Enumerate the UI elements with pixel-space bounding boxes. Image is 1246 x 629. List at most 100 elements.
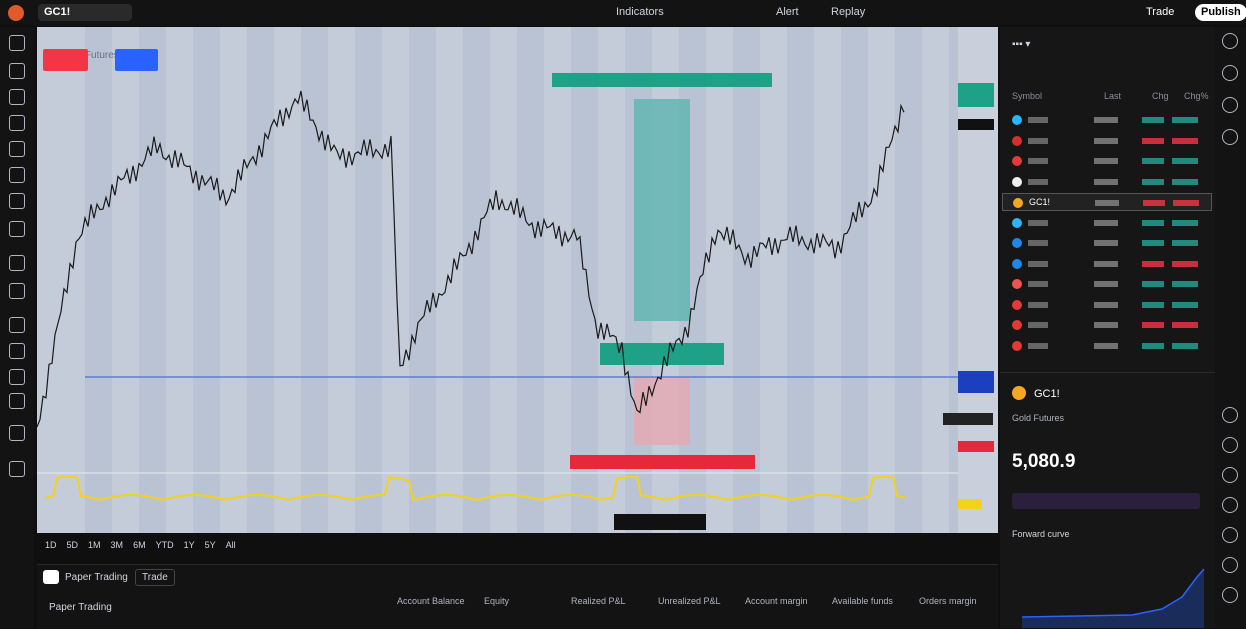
bottom-panel: Paper Trading Trade Paper Trading [37, 564, 998, 629]
alert-button[interactable]: Alert [776, 6, 799, 18]
side-icon[interactable] [1222, 587, 1238, 603]
trade-button[interactable]: Trade [1146, 6, 1175, 18]
tool-icon[interactable] [9, 461, 25, 477]
watchlist-row[interactable] [1002, 111, 1212, 129]
indicators-button[interactable]: Indicators [616, 6, 664, 18]
tool-icon[interactable] [9, 221, 25, 237]
tool-icon[interactable] [9, 343, 25, 359]
row-value [1094, 137, 1118, 144]
symbol-icon [1012, 135, 1022, 146]
session-stripe [733, 27, 760, 533]
watchlist-header: Symbol Last Chg Chg% [1012, 91, 1209, 103]
side-icon[interactable] [1222, 33, 1238, 49]
tool-icon[interactable] [9, 283, 25, 299]
tool-icon[interactable] [9, 115, 25, 131]
row-symbol [1028, 158, 1048, 164]
watchlist-row[interactable] [1002, 275, 1212, 293]
top-bar: GC1! Indicators Alert Replay Trade Publi… [0, 0, 1246, 25]
range-button[interactable]: 1D [45, 540, 57, 550]
side-icon[interactable] [1222, 407, 1238, 423]
watchlist-title[interactable]: ▪▪▪ ▾ [1012, 39, 1031, 50]
range-button[interactable]: All [225, 540, 236, 550]
row-value [1094, 342, 1118, 349]
watchlist-row[interactable] [1002, 173, 1212, 191]
publish-button[interactable]: Publish [1195, 4, 1246, 21]
watchlist-row[interactable] [1002, 234, 1212, 252]
row-symbol: GC1! [1029, 197, 1051, 207]
row-symbol [1028, 281, 1048, 287]
range-button[interactable]: 5D [66, 540, 79, 550]
watchlist-row[interactable] [1002, 152, 1212, 170]
symbol-icon [1012, 258, 1022, 269]
buy-button[interactable] [115, 49, 158, 71]
account-field: Account Balance [397, 596, 465, 606]
sell-button[interactable] [43, 49, 88, 71]
range-button[interactable]: 5Y [204, 540, 216, 550]
row-value [1094, 322, 1118, 328]
row-value [1142, 322, 1164, 328]
symbol-search[interactable]: GC1! [38, 4, 132, 21]
tool-icon[interactable] [9, 393, 25, 409]
tool-icon[interactable] [9, 317, 25, 333]
row-value [1172, 219, 1198, 226]
range-button[interactable]: 1M [88, 540, 101, 550]
column-header[interactable]: Last [1104, 91, 1122, 101]
range-button[interactable]: 1Y [183, 540, 195, 550]
row-symbol [1028, 178, 1048, 185]
replay-button[interactable]: Replay [831, 6, 866, 18]
tool-icon[interactable] [9, 63, 25, 79]
watchlist-row[interactable] [1002, 255, 1212, 273]
row-value [1142, 178, 1164, 185]
watchlist-row[interactable] [1002, 296, 1212, 314]
account-selector[interactable]: Paper Trading [49, 602, 112, 613]
column-header[interactable]: Symbol [1012, 91, 1043, 101]
side-icon[interactable] [1222, 527, 1238, 543]
side-icon[interactable] [1222, 557, 1238, 573]
range-button[interactable]: 6M [133, 540, 146, 550]
session-stripe [85, 27, 112, 533]
row-value [1142, 158, 1164, 164]
column-header[interactable]: Chg [1152, 91, 1169, 101]
tool-icon[interactable] [9, 35, 25, 51]
row-value [1172, 301, 1198, 308]
forward-curve-title: Forward curve [1012, 529, 1070, 539]
side-icon[interactable] [1222, 437, 1238, 453]
row-symbol [1028, 219, 1048, 226]
tool-icon[interactable] [9, 167, 25, 183]
avatar[interactable] [8, 5, 24, 21]
watchlist-row[interactable] [1002, 132, 1212, 150]
watchlist-row[interactable] [1002, 316, 1212, 334]
side-icon[interactable] [1222, 97, 1238, 113]
range-button[interactable]: 3M [110, 540, 124, 550]
side-icon[interactable] [1222, 467, 1238, 483]
row-value [1172, 240, 1198, 246]
price-series [37, 90, 905, 428]
tool-icon[interactable] [9, 141, 25, 157]
side-icon[interactable] [1222, 129, 1238, 145]
tool-icon[interactable] [9, 425, 25, 441]
right-toolbar [1215, 27, 1246, 628]
details-price: 5,080.9 [1012, 451, 1076, 472]
axis-label [958, 499, 982, 509]
tool-icon[interactable] [9, 369, 25, 385]
watchlist-row[interactable] [1002, 337, 1212, 355]
session-stripe [787, 27, 814, 533]
panel-trade-button[interactable]: Trade [135, 569, 175, 586]
side-icon[interactable] [1222, 497, 1238, 513]
row-value [1142, 281, 1164, 287]
legend-title: Gold Futures [61, 50, 119, 61]
time-cursor-label [614, 514, 706, 530]
watchlist-row[interactable]: GC1! [1002, 193, 1212, 211]
symbol-icon [1012, 176, 1022, 187]
chart-canvas: Gold Futures [37, 27, 998, 533]
account-field: Account margin [745, 596, 808, 606]
side-icon[interactable] [1222, 65, 1238, 81]
tool-icon[interactable] [9, 89, 25, 105]
watchlist-row[interactable] [1002, 214, 1212, 232]
range-button[interactable]: YTD [155, 540, 174, 550]
news-banner[interactable] [1012, 493, 1200, 509]
tool-icon[interactable] [9, 193, 25, 209]
tool-icon[interactable] [9, 255, 25, 271]
column-header[interactable]: Chg% [1184, 91, 1209, 101]
symbol-icon [1012, 115, 1022, 125]
